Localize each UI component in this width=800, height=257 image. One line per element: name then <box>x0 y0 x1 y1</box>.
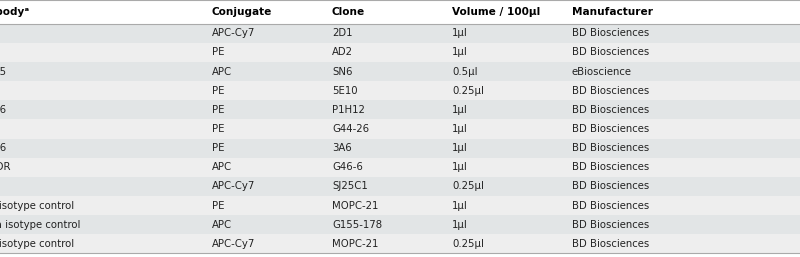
Text: 1µl: 1µl <box>452 105 468 115</box>
Bar <box>0 81 800 100</box>
Text: Conjugate: Conjugate <box>212 7 272 17</box>
Text: BD Biosciences: BD Biosciences <box>572 181 650 191</box>
Text: PE: PE <box>212 143 225 153</box>
Text: G46-6: G46-6 <box>332 162 363 172</box>
Text: BD Biosciences: BD Biosciences <box>572 47 650 57</box>
Text: SJ25C1: SJ25C1 <box>332 181 368 191</box>
Text: BD Biosciences: BD Biosciences <box>572 200 650 210</box>
Text: CD166: CD166 <box>0 143 6 153</box>
Text: G44-26: G44-26 <box>332 124 369 134</box>
Bar <box>0 119 800 139</box>
Text: BD Biosciences: BD Biosciences <box>572 239 650 249</box>
Text: APC-Cy7: APC-Cy7 <box>212 239 255 249</box>
Text: APC: APC <box>212 162 232 172</box>
Text: BD Biosciences: BD Biosciences <box>572 162 650 172</box>
Text: 1µl: 1µl <box>452 143 468 153</box>
Bar <box>0 24 800 43</box>
Text: BD Biosciences: BD Biosciences <box>572 220 650 230</box>
Bar <box>0 139 800 158</box>
Text: IgG2a isotype control: IgG2a isotype control <box>0 220 80 230</box>
Bar <box>0 0 800 24</box>
Text: 0.25µl: 0.25µl <box>452 239 484 249</box>
Text: Antibodyᵃ: Antibodyᵃ <box>0 7 30 17</box>
Text: HLA-DR: HLA-DR <box>0 162 10 172</box>
Text: 0.25µl: 0.25µl <box>452 86 484 96</box>
Text: 1µl: 1µl <box>452 220 468 230</box>
Text: Volume / 100µl: Volume / 100µl <box>452 7 540 17</box>
Text: AD2: AD2 <box>332 47 353 57</box>
Text: BD Biosciences: BD Biosciences <box>572 86 650 96</box>
Text: BD Biosciences: BD Biosciences <box>572 28 650 38</box>
Text: APC-Cy7: APC-Cy7 <box>212 181 255 191</box>
Text: IgG1 isotype control: IgG1 isotype control <box>0 239 74 249</box>
Text: CD146: CD146 <box>0 105 6 115</box>
Text: PE: PE <box>212 105 225 115</box>
Text: 1µl: 1µl <box>452 47 468 57</box>
Text: SN6: SN6 <box>332 67 353 77</box>
Text: IgG1 isotype control: IgG1 isotype control <box>0 200 74 210</box>
Text: PE: PE <box>212 200 225 210</box>
Text: BD Biosciences: BD Biosciences <box>572 105 650 115</box>
Bar <box>0 177 800 196</box>
Bar <box>0 215 800 234</box>
Bar <box>0 158 800 177</box>
Text: APC: APC <box>212 67 232 77</box>
Text: 1µl: 1µl <box>452 28 468 38</box>
Text: 1µl: 1µl <box>452 162 468 172</box>
Text: P1H12: P1H12 <box>332 105 365 115</box>
Text: 0.25µl: 0.25µl <box>452 181 484 191</box>
Text: eBioscience: eBioscience <box>572 67 632 77</box>
Text: PE: PE <box>212 86 225 96</box>
Text: MOPC-21: MOPC-21 <box>332 200 378 210</box>
Text: CD105: CD105 <box>0 67 6 77</box>
Text: PE: PE <box>212 47 225 57</box>
Bar <box>0 196 800 215</box>
Text: Clone: Clone <box>332 7 366 17</box>
Text: G155-178: G155-178 <box>332 220 382 230</box>
Text: APC: APC <box>212 220 232 230</box>
Text: 2D1: 2D1 <box>332 28 353 38</box>
Text: 1µl: 1µl <box>452 200 468 210</box>
Bar <box>0 62 800 81</box>
Text: 3A6: 3A6 <box>332 143 352 153</box>
Text: 1µl: 1µl <box>452 124 468 134</box>
Bar <box>0 43 800 62</box>
Text: 0.5µl: 0.5µl <box>452 67 478 77</box>
Text: Manufacturer: Manufacturer <box>572 7 653 17</box>
Text: 5E10: 5E10 <box>332 86 358 96</box>
Bar <box>0 100 800 119</box>
Bar <box>0 234 800 253</box>
Text: MOPC-21: MOPC-21 <box>332 239 378 249</box>
Text: BD Biosciences: BD Biosciences <box>572 143 650 153</box>
Text: PE: PE <box>212 124 225 134</box>
Text: APC-Cy7: APC-Cy7 <box>212 28 255 38</box>
Text: BD Biosciences: BD Biosciences <box>572 124 650 134</box>
